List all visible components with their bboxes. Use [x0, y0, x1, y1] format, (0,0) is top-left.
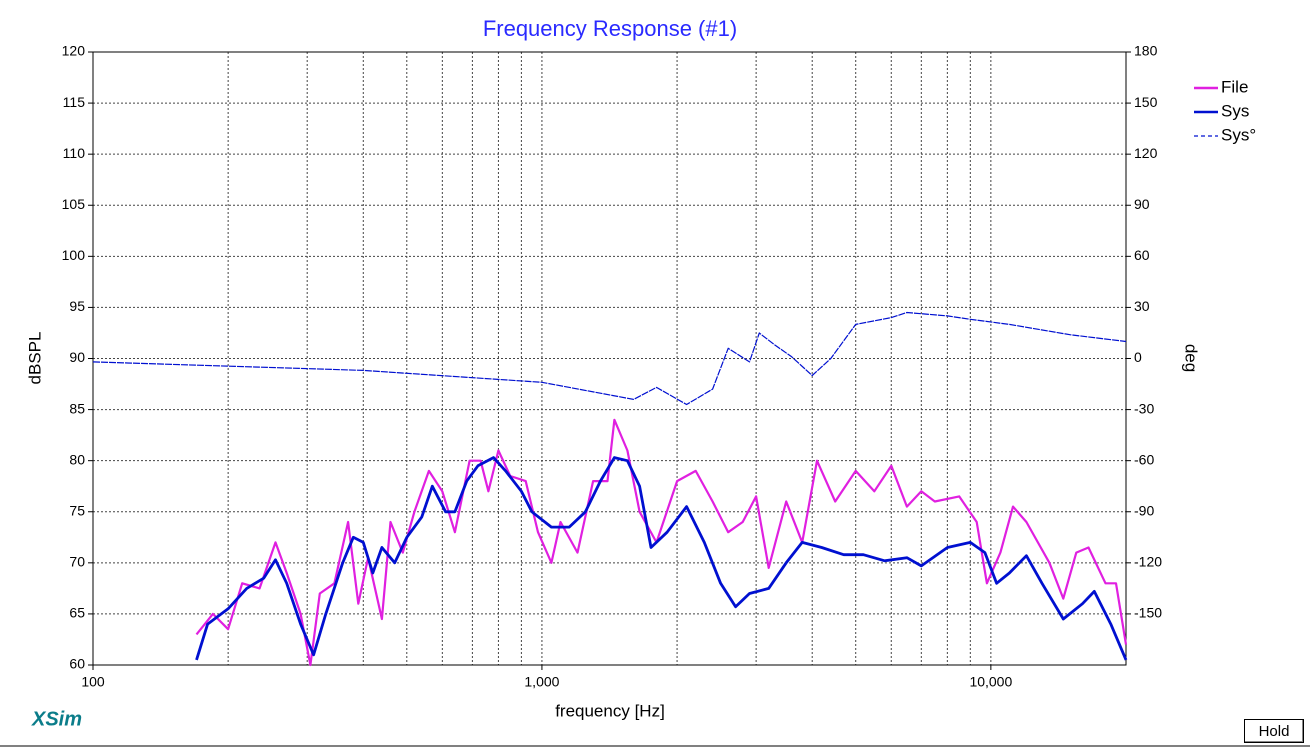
y-tick-label: 120 — [62, 43, 86, 59]
y-tick-label: 110 — [63, 145, 86, 161]
y-tick-label: 70 — [69, 554, 85, 570]
y-tick-label: 100 — [62, 247, 86, 263]
y-tick-label: 60 — [69, 656, 85, 672]
series-line — [195, 456, 1128, 661]
y2-axis-label: deg — [1182, 344, 1201, 372]
series-line — [195, 418, 1128, 667]
y2-tick-label: -120 — [1134, 554, 1162, 570]
hold-button[interactable]: Hold — [1244, 719, 1304, 743]
y2-tick-label: -150 — [1134, 605, 1162, 621]
series-line — [92, 311, 1127, 406]
y-tick-label: 75 — [69, 502, 85, 518]
x-axis-label: frequency [Hz] — [555, 701, 665, 720]
y2-tick-label: 150 — [1134, 94, 1158, 110]
y2-tick-label: -30 — [1134, 400, 1154, 416]
y2-tick-label: 30 — [1134, 298, 1150, 314]
y-axis-label: dBSPL — [25, 332, 44, 385]
chart-title: Frequency Response (#1) — [483, 16, 737, 41]
x-tick-label: 100 — [81, 674, 105, 690]
y2-tick-label: 120 — [1134, 145, 1158, 161]
brand: XSim — [31, 708, 82, 730]
y2-tick-label: -60 — [1134, 451, 1154, 467]
y-tick-label: 90 — [69, 349, 85, 365]
y2-tick-label: 180 — [1134, 43, 1158, 59]
y2-tick-label: 90 — [1134, 196, 1150, 212]
y-tick-label: 65 — [69, 605, 85, 621]
y-tick-label: 105 — [62, 196, 86, 212]
y-tick-label: 95 — [69, 298, 85, 314]
y2-tick-label: 0 — [1134, 349, 1142, 365]
legend-label: File — [1221, 77, 1248, 96]
x-tick-label: 10,000 — [969, 674, 1012, 690]
y-tick-label: 115 — [63, 94, 86, 110]
y2-tick-label: 60 — [1134, 247, 1150, 263]
legend-label: Sys — [1221, 101, 1249, 120]
y2-tick-label: -90 — [1134, 502, 1154, 518]
x-tick-label: 1,000 — [524, 674, 559, 690]
y-tick-label: 85 — [69, 400, 85, 416]
plot-frame — [92, 51, 1127, 666]
legend-label: Sys° — [1221, 125, 1256, 144]
y-tick-label: 80 — [69, 451, 85, 467]
